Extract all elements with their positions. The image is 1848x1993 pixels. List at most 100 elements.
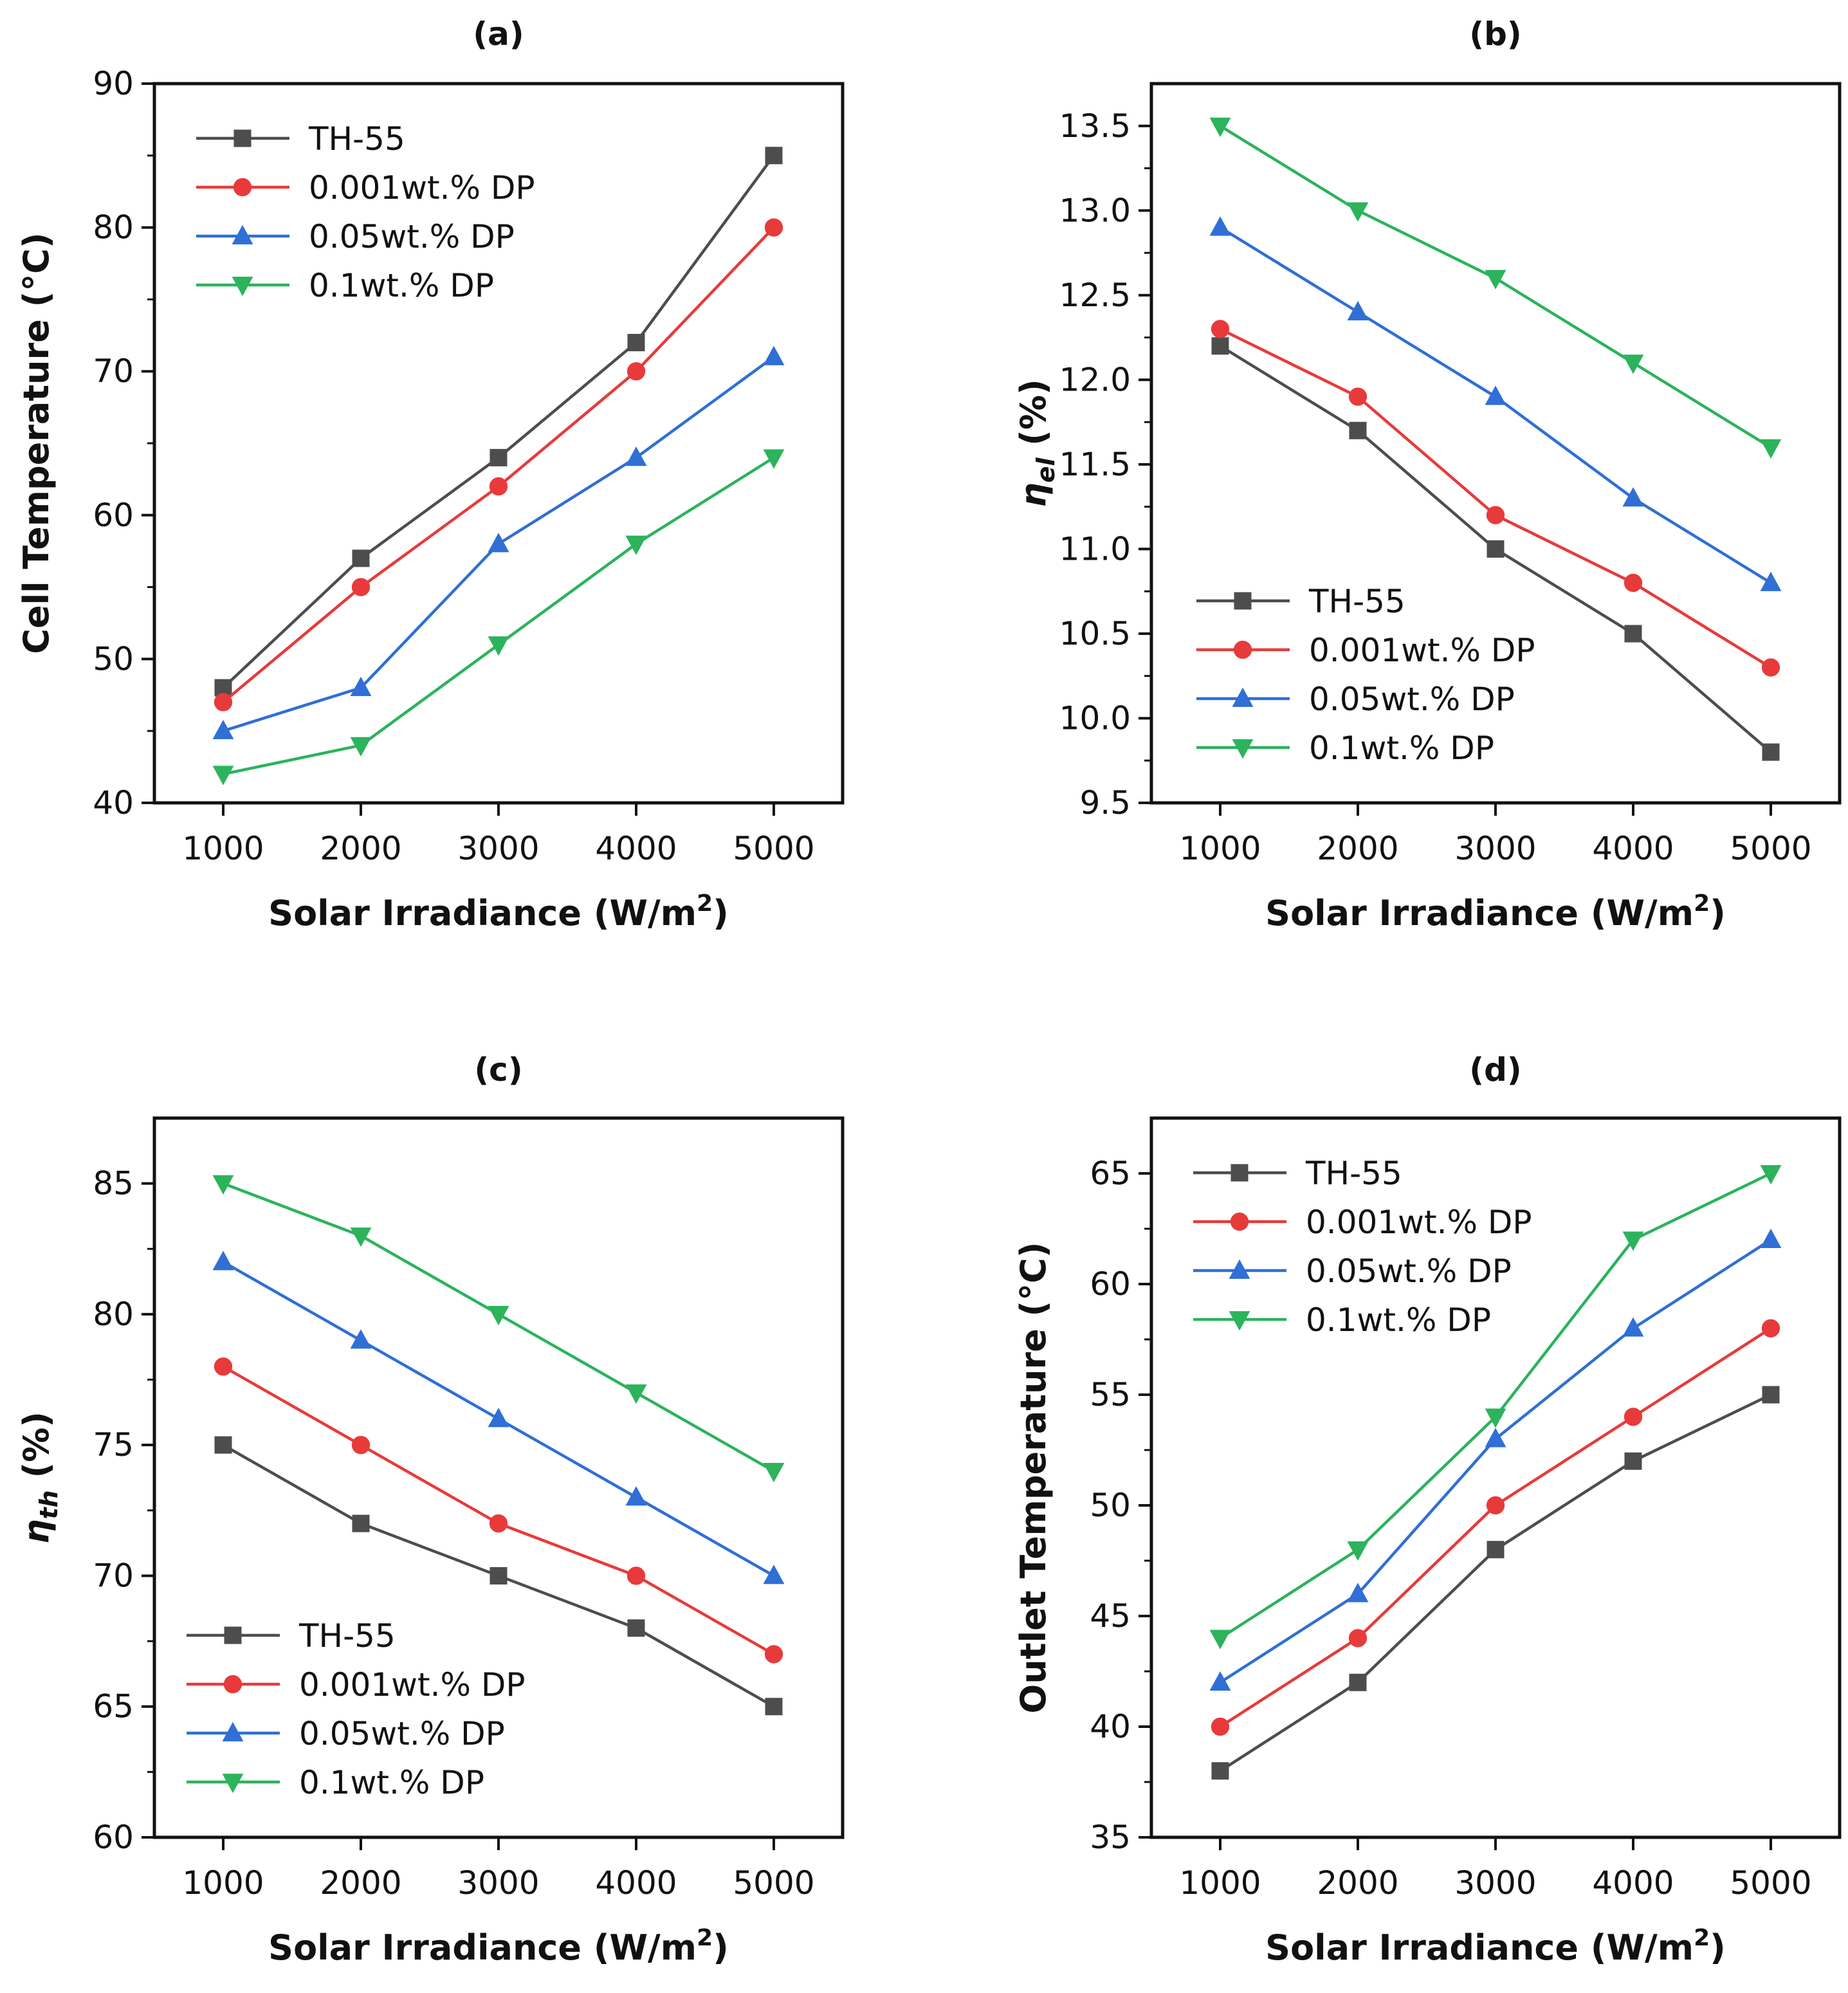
data-point: [351, 1436, 371, 1455]
data-point: [488, 1306, 509, 1326]
data-point: [1486, 506, 1505, 524]
data-point: [1487, 1541, 1505, 1559]
x-tick-label: 4000: [595, 1864, 677, 1902]
x-tick-label: 4000: [1592, 830, 1674, 867]
y-tick-label: 13.0: [1059, 192, 1131, 229]
data-point: [1347, 202, 1369, 222]
legend-marker: [233, 129, 252, 147]
data-point: [1624, 1408, 1643, 1426]
legend-label: 0.001wt.% DP: [1306, 1204, 1532, 1241]
data-point: [1485, 385, 1506, 405]
y-tick-label: 90: [93, 65, 134, 102]
panel-title: (c): [474, 1051, 522, 1088]
data-point: [625, 535, 647, 555]
x-tick-label: 5000: [733, 830, 814, 867]
data-point: [350, 1329, 372, 1349]
legend-marker: [1234, 592, 1252, 610]
x-tick-label: 2000: [1317, 830, 1398, 867]
series-line-th-55: [1219, 1393, 1771, 1772]
data-point: [1209, 117, 1231, 138]
data-point: [1349, 1673, 1367, 1691]
legend-marker: [232, 277, 253, 297]
data-point: [627, 1619, 645, 1637]
legend-marker: [1233, 640, 1252, 659]
x-axis-title: Solar Irradiance (W/m2): [1265, 890, 1726, 933]
x-tick-label: 5000: [1730, 830, 1811, 867]
series-line-0-1wt-dp: [223, 1182, 775, 1473]
series-line-0-1wt-dp: [223, 456, 775, 776]
legend-label: 0.1wt.% DP: [1309, 730, 1494, 767]
data-point: [1622, 354, 1644, 374]
data-point: [765, 1698, 783, 1716]
x-axis-title: Solar Irradiance (W/m2): [1265, 1925, 1726, 1968]
x-tick-label: 3000: [1454, 830, 1536, 867]
data-point: [1762, 743, 1780, 761]
data-point: [1209, 1630, 1231, 1649]
data-point: [1485, 270, 1506, 289]
legend: TH-55 0.001wt.% DP 0.05wt.% DP 0.1wt.% DP: [1193, 1155, 1532, 1339]
legend-label: TH-55: [308, 120, 405, 158]
y-tick-label: 65: [93, 1688, 134, 1725]
x-tick-label: 1000: [1179, 1864, 1261, 1902]
data-point: [1622, 1317, 1644, 1337]
data-point: [1761, 1319, 1780, 1337]
x-axis-title: Solar Irradiance (W/m2): [268, 1925, 729, 1968]
data-point: [625, 1486, 647, 1506]
data-point: [1211, 337, 1229, 355]
y-tick-label: 11.0: [1059, 530, 1131, 567]
y-tick-label: 70: [93, 1557, 134, 1594]
legend-marker: [232, 225, 253, 244]
legend-marker: [1229, 1311, 1250, 1331]
data-point: [765, 147, 783, 165]
x-tick-label: 2000: [320, 830, 401, 867]
data-point: [488, 1408, 509, 1428]
x-tick-label: 5000: [1730, 1864, 1811, 1902]
x-tick-label: 1000: [1179, 830, 1261, 867]
y-tick-label: 10.0: [1059, 699, 1131, 737]
data-point: [1347, 300, 1369, 320]
data-point: [1347, 1583, 1369, 1603]
x-tick-label: 2000: [1317, 1864, 1398, 1902]
data-point: [627, 1566, 646, 1585]
y-tick-label: 10.5: [1059, 615, 1131, 652]
x-tick-label: 1000: [182, 1864, 264, 1902]
data-point: [1760, 439, 1782, 459]
data-point: [763, 345, 785, 365]
data-point: [488, 533, 509, 553]
x-tick-label: 4000: [1592, 1864, 1674, 1902]
x-tick-label: 2000: [320, 1864, 401, 1902]
data-point: [212, 766, 234, 785]
data-point: [488, 636, 509, 656]
y-tick-label: 13.5: [1059, 107, 1131, 145]
legend: TH-55 0.001wt.% DP 0.05wt.% DP 0.1wt.% DP: [1196, 583, 1535, 767]
data-point: [625, 1384, 647, 1404]
x-axis-title: Solar Irradiance (W/m2): [268, 890, 729, 933]
y-tick-label: 12.0: [1059, 361, 1131, 398]
legend-label: TH-55: [1308, 583, 1405, 620]
legend-label: 0.05wt.% DP: [1309, 681, 1515, 718]
legend-marker: [222, 1774, 244, 1794]
panel-title: (b): [1469, 15, 1522, 53]
series-line-0-05wt-dp: [1219, 1238, 1772, 1684]
data-point: [625, 446, 647, 466]
data-point: [350, 676, 372, 696]
legend-marker: [1232, 739, 1254, 759]
data-point: [1487, 540, 1505, 558]
chart-panel-a: (a) 1000 2000 3000 4000 5000 40 50 60 70 80 90 Solar…: [16, 15, 845, 933]
data-point: [1347, 1541, 1369, 1561]
legend-marker: [1230, 1212, 1249, 1231]
panel-title: (a): [473, 15, 524, 53]
data-point: [1622, 1231, 1644, 1251]
chart-panel-b: (b) 1000 2000 3000 4000 5000 9.5 10.0 10.5 11.0 11…: [1013, 15, 1842, 933]
y-tick-label: 80: [93, 1296, 134, 1333]
legend-marker: [1232, 687, 1254, 707]
data-point: [1485, 1428, 1506, 1447]
series-line-0-001wt-dp: [1220, 327, 1772, 669]
y-axis-title: Outlet Temperature (°C): [1013, 1242, 1054, 1713]
data-point: [212, 1251, 234, 1271]
data-point: [1211, 1717, 1230, 1736]
data-point: [627, 333, 645, 351]
y-tick-label: 50: [1090, 1487, 1131, 1524]
y-tick-label: 60: [1090, 1265, 1131, 1303]
